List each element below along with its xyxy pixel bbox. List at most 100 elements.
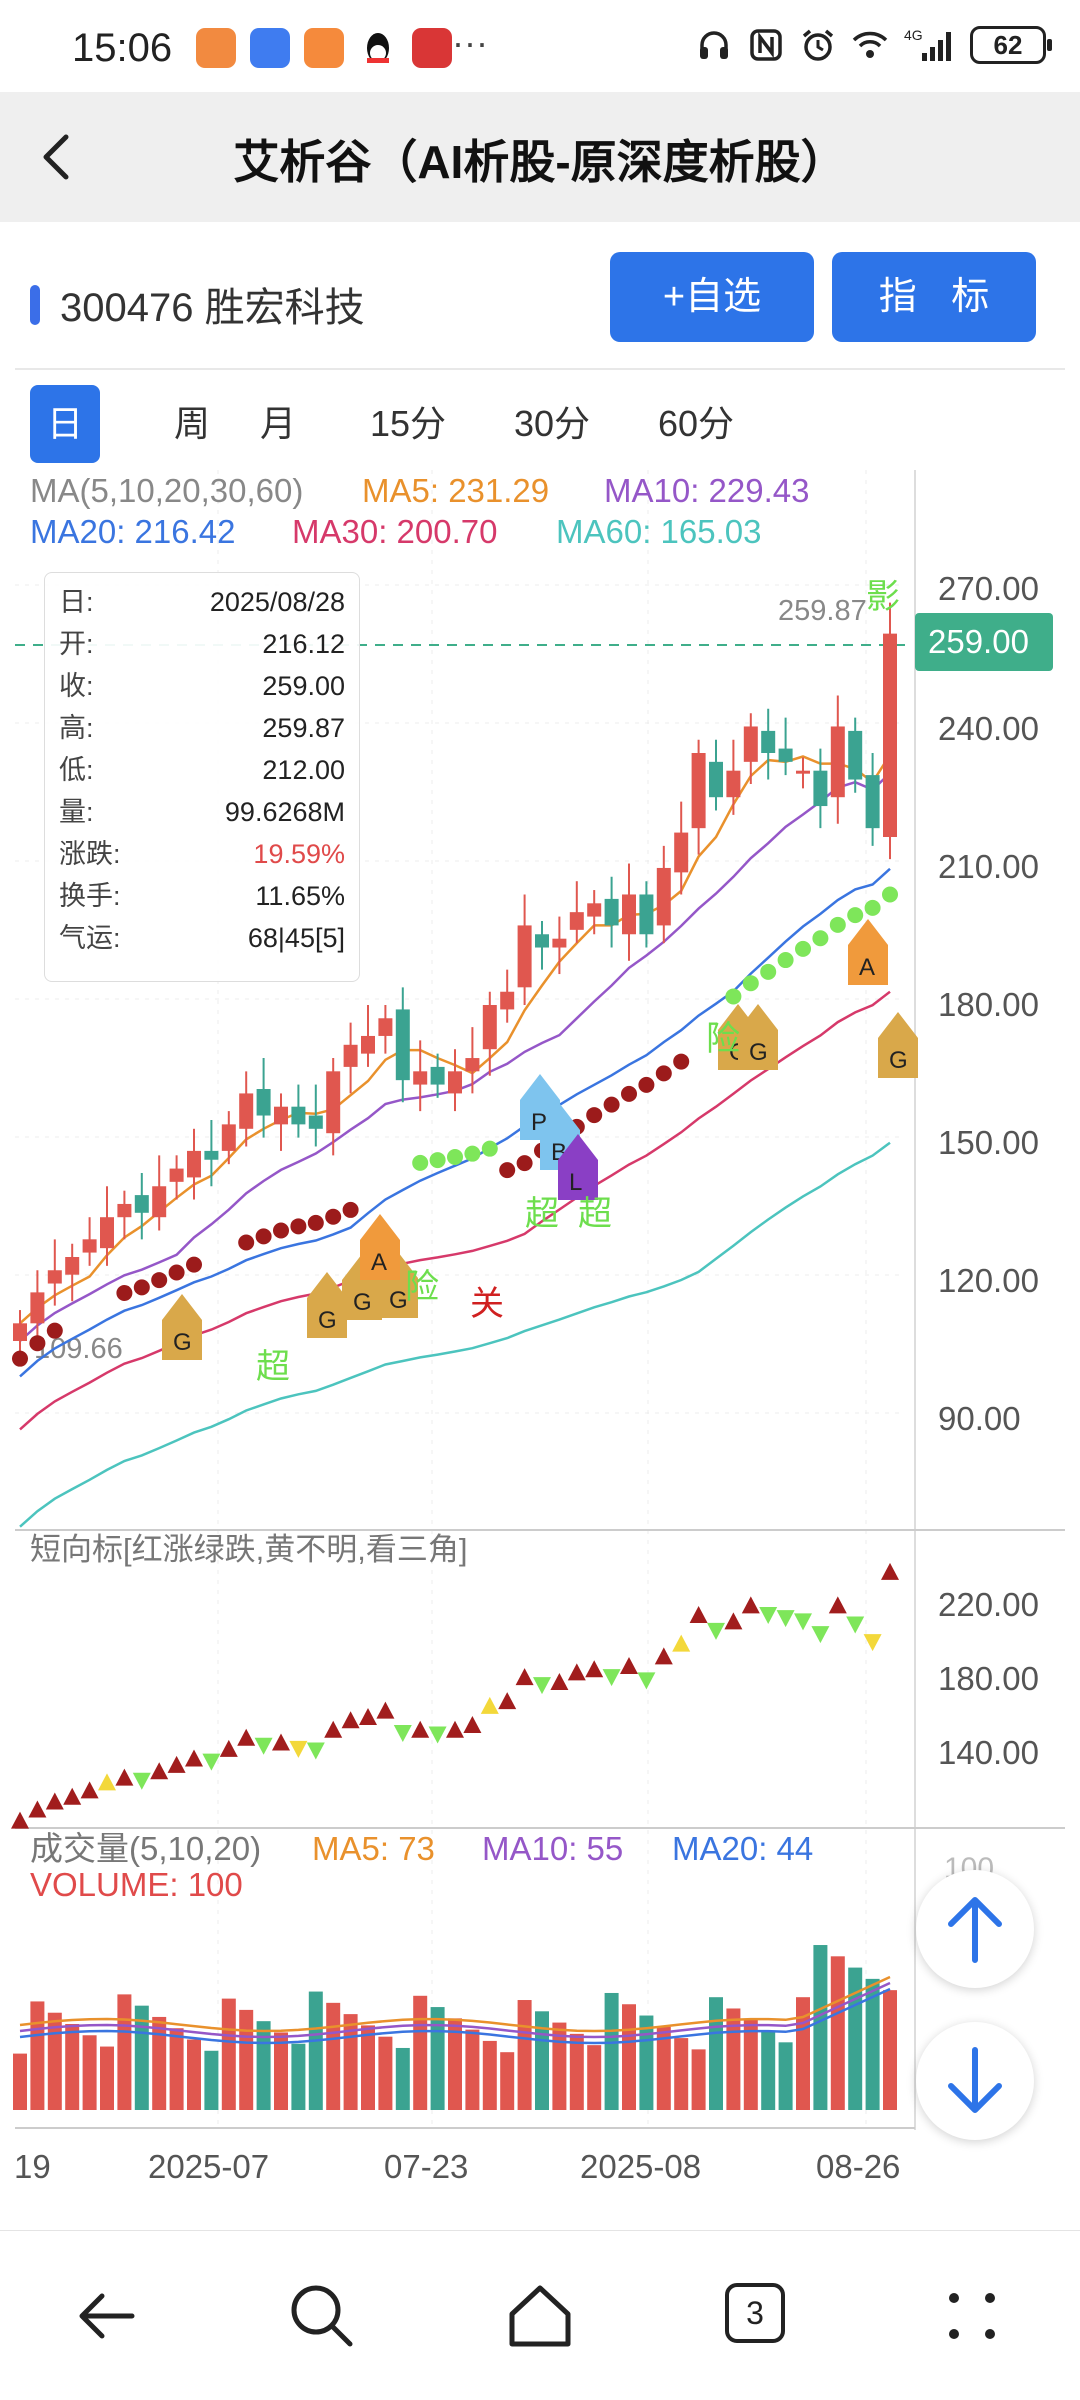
app-notification-icon [196, 28, 236, 68]
signal-dot [46, 1322, 63, 1339]
candle-body [674, 832, 689, 873]
candle-body [865, 775, 880, 829]
indicator-button[interactable]: 指 标 [832, 252, 1036, 342]
direction-triangle [202, 1753, 221, 1771]
short-panel-tick: 180.00 [938, 1660, 1039, 1697]
signal-dot [516, 1155, 533, 1172]
arrow-up-icon [948, 1897, 1002, 1963]
direction-triangle [480, 1696, 499, 1714]
candle-body [256, 1089, 271, 1116]
signal-dot [151, 1272, 168, 1289]
direction-triangle [150, 1762, 169, 1780]
date-tick: 2025-07 [148, 2148, 269, 2185]
scroll-down-button[interactable] [916, 2022, 1034, 2140]
tooltip-value: 259.87 [262, 713, 345, 743]
kline-chart[interactable]: MA(5,10,20,30,60) MA5: 231.29 MA10: 229.… [0, 470, 1080, 2190]
stock-name: 300476 胜宏科技 [60, 286, 365, 330]
candle-body [152, 1186, 167, 1218]
nav-menu-icon[interactable] [932, 2276, 1012, 2356]
signal-dot [168, 1264, 185, 1281]
candle-body [482, 1005, 497, 1050]
tooltip-key: 收: [59, 671, 94, 701]
direction-triangle [376, 1701, 395, 1719]
tooltip-value: 259.00 [262, 671, 345, 701]
candle-body [308, 1115, 323, 1129]
signal-dot [812, 930, 829, 947]
tooltip-row: 量: 99.6268M [59, 791, 345, 833]
ma10-legend: MA10: 229.43 [604, 472, 809, 509]
battery-indicator: 62 [970, 26, 1052, 64]
add-watchlist-button[interactable]: +自选 [610, 252, 814, 342]
tab-day[interactable]: 日 [30, 385, 100, 463]
candle-body [535, 934, 549, 948]
direction-triangle [689, 1605, 708, 1623]
direction-triangle [341, 1711, 360, 1729]
candle-body [343, 1044, 358, 1067]
annotation-ying: 影 [866, 578, 900, 616]
nav-search-icon[interactable] [282, 2276, 362, 2356]
direction-triangle [45, 1792, 64, 1810]
volume-bar [813, 1945, 828, 2110]
nav-home-icon[interactable] [500, 2276, 580, 2356]
candle-body [500, 991, 515, 1010]
ma60-legend: MA60: 165.03 [556, 513, 761, 550]
direction-triangle [446, 1720, 464, 1738]
annotation-xian: 险 [706, 1020, 740, 1058]
candle-tooltip: 日: 2025/08/28 开: 216.12 收: 259.00 高: 259.87 … [44, 572, 360, 982]
direction-triangle [132, 1772, 151, 1790]
nav-back-icon[interactable] [68, 2276, 148, 2356]
volume-ma5-legend: MA5: 73 [312, 1830, 435, 1867]
date-tick: 08-26 [816, 2148, 900, 2185]
direction-triangle [306, 1742, 325, 1760]
candle-body [361, 1035, 375, 1054]
volume-bar [535, 2011, 549, 2110]
page-title: 艾析谷（AI析股-原深度析股） [233, 136, 847, 188]
direction-triangle [115, 1768, 134, 1786]
signal-dot [742, 975, 759, 992]
tab-30min[interactable]: 30分 [513, 403, 591, 444]
tab-60min[interactable]: 60分 [657, 403, 735, 444]
direction-triangle [585, 1660, 604, 1678]
signal-dot [603, 1096, 620, 1113]
tab-15min[interactable]: 15分 [369, 403, 447, 444]
app-notification-icon [304, 28, 344, 68]
candle-body [274, 1106, 288, 1125]
signal-dot [725, 988, 742, 1005]
tooltip-value: 99.6268M [224, 797, 345, 827]
direction-triangle [324, 1720, 343, 1738]
candle-body [395, 1009, 410, 1081]
nav-tabs-button[interactable]: 3 [725, 2283, 785, 2343]
volume-bar [517, 2000, 532, 2110]
tab-month[interactable]: 月 [259, 403, 296, 444]
direction-triangle [28, 1800, 47, 1818]
signal-dot [829, 916, 846, 933]
tab-week[interactable]: 周 [173, 403, 210, 444]
low-price-label: 109.66 [34, 1333, 123, 1365]
direction-triangle [741, 1596, 760, 1614]
signal-marker [848, 919, 888, 985]
stock-accent-bar [30, 285, 40, 325]
direction-triangle [515, 1668, 534, 1686]
direction-triangle [98, 1773, 116, 1791]
direction-triangle [776, 1610, 795, 1628]
signal-dot [760, 963, 777, 980]
signal-marker-label: G [749, 1039, 768, 1066]
volume-bar [82, 2035, 97, 2110]
signal-dot [621, 1085, 637, 1102]
short-panel-tick: 140.00 [938, 1734, 1039, 1771]
tooltip-row: 开: 216.12 [59, 623, 345, 665]
volume-bar [778, 2042, 793, 2110]
candle-body [413, 1071, 428, 1085]
volume-bar [47, 2012, 62, 2110]
ma-legend-title: MA(5,10,20,30,60) [30, 472, 303, 509]
direction-triangle [567, 1663, 586, 1681]
volume-bar [378, 2036, 393, 2110]
direction-triangle [672, 1634, 691, 1652]
direction-triangle [724, 1612, 743, 1630]
back-arrow-icon[interactable] [30, 117, 100, 197]
scroll-up-button[interactable] [916, 1870, 1034, 1988]
signal-marker-label: L [569, 1169, 582, 1196]
annotation-chao: 超 [525, 1195, 559, 1233]
direction-triangle [637, 1672, 656, 1690]
volume-bar [656, 2026, 671, 2110]
